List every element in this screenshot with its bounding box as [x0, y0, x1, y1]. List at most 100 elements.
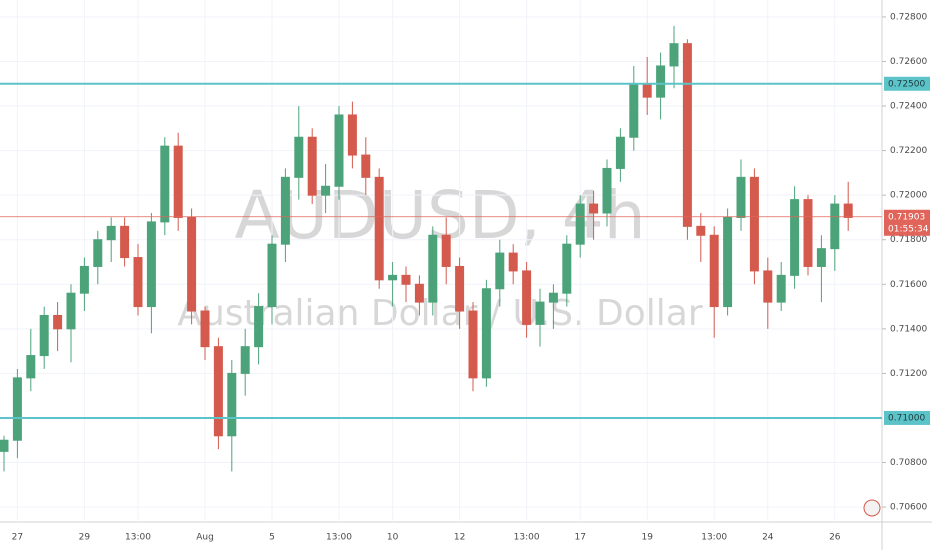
candle-body [39, 314, 49, 357]
x-tick-label: 13:00 [514, 533, 540, 543]
candle-body [254, 306, 264, 348]
candle-body [267, 243, 277, 308]
candle-body [736, 176, 746, 218]
last-price-label: 0.71903 [888, 212, 925, 222]
candle-body [347, 114, 357, 156]
plot [0, 25, 882, 472]
candle-body [548, 292, 558, 303]
y-tick-label: 0.71200 [890, 369, 927, 379]
candle-body [749, 176, 759, 272]
x-tick-label: 13:00 [326, 533, 352, 543]
candle-body [508, 252, 518, 272]
candle-body [723, 216, 733, 308]
x-tick-label: 13:00 [125, 533, 151, 543]
candle-body [776, 274, 786, 303]
candle-body [830, 203, 840, 250]
candle-body [803, 199, 813, 267]
last-price-box [884, 209, 930, 236]
level-label-box [884, 76, 930, 91]
candle-body [12, 377, 22, 441]
y-tick-label: 0.70600 [890, 503, 927, 513]
x-tick-label: 5 [269, 533, 275, 543]
x-tick-label: 13:00 [701, 533, 727, 543]
candle-body [173, 145, 183, 218]
candle-body [0, 439, 9, 452]
x-tick-label: 29 [79, 533, 91, 543]
x-tick-label: 19 [641, 533, 653, 543]
candle-body [481, 288, 491, 379]
candle-body [495, 252, 505, 290]
candle-body [307, 136, 317, 196]
candle-body [669, 43, 679, 67]
candle-body [240, 346, 250, 374]
candle-body [589, 203, 599, 214]
candle-body [79, 265, 89, 294]
x-tick-label: 26 [829, 533, 841, 543]
x-tick-label: 17 [574, 533, 585, 543]
candle-body [629, 83, 639, 138]
flag-icon[interactable] [863, 499, 881, 517]
x-tick-label: 10 [387, 533, 399, 543]
y-tick-label: 0.72400 [890, 102, 927, 112]
candle-body [428, 234, 438, 303]
y-tick-label: 0.71600 [890, 280, 927, 290]
candle-body [682, 43, 692, 227]
x-tick-label: Aug [196, 533, 214, 543]
level-label: 0.71000 [888, 413, 925, 423]
watermark: AUDUSD, 4h Australian Dollar / U.S. Doll… [177, 177, 702, 334]
candle-body [535, 301, 545, 325]
candle-body [361, 154, 371, 178]
level-label: 0.72500 [888, 79, 925, 89]
x-tick-label: 12 [454, 533, 465, 543]
candle-body [213, 346, 223, 437]
watermark-name: Australian Dollar / U.S. Dollar [177, 293, 702, 334]
candle-body [53, 314, 63, 330]
candle-body [388, 274, 398, 281]
x-tick-label: 24 [762, 533, 774, 543]
candle-body [200, 310, 210, 348]
candle-body [468, 310, 478, 379]
candle-body [615, 136, 625, 169]
candle-body [160, 145, 170, 223]
y-tick-label: 0.71400 [890, 324, 927, 334]
candle-body [294, 136, 304, 178]
candle-body [602, 167, 612, 214]
y-tick-label: 0.72200 [890, 146, 927, 156]
candle-body [187, 216, 197, 312]
candle-body [455, 265, 465, 312]
candle-body [843, 203, 853, 218]
candle-body [280, 176, 290, 245]
candle-body [816, 248, 826, 267]
candle-body [66, 292, 76, 330]
candle-body [227, 372, 237, 437]
candle-body [709, 234, 719, 308]
candle-body [120, 225, 130, 259]
level-label-box [884, 410, 930, 425]
candle-body [133, 257, 143, 308]
axes: 0.70600 0.70800 0.71200 0.71400 0.71600 0.718… [12, 12, 930, 543]
candle-body [656, 65, 666, 98]
y-tick-label: 0.72000 [890, 191, 927, 201]
candle-body [642, 83, 652, 98]
y-tick-label: 0.72800 [890, 12, 927, 22]
candle-body [575, 203, 585, 245]
candle-body [93, 239, 103, 267]
candle-body [374, 176, 384, 281]
candle-body [321, 185, 331, 196]
candle-body [414, 283, 424, 303]
y-tick-label: 0.72600 [890, 57, 927, 67]
candle-body [401, 274, 411, 285]
candle-body [522, 270, 532, 325]
candle-body [696, 225, 706, 236]
y-tick-label: 0.70800 [890, 458, 927, 468]
x-tick-label: 27 [12, 533, 23, 543]
candle-body [562, 243, 572, 294]
candle-body [441, 234, 451, 267]
candle-body [146, 221, 156, 308]
countdown: 01:55:34 [888, 224, 929, 234]
y-tick-label: 0.71800 [890, 235, 927, 245]
candle-body [790, 199, 800, 276]
candle-body [763, 270, 773, 303]
candle-body [334, 114, 344, 187]
